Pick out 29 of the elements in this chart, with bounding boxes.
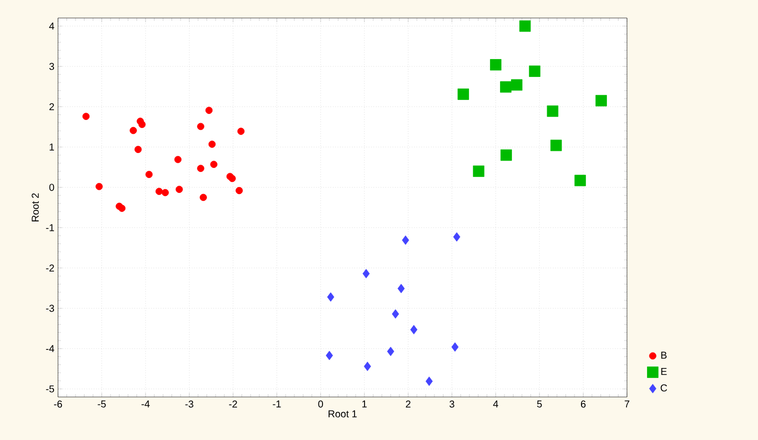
y-tick-label: 3 [49, 62, 54, 70]
x-tick-label: 7 [624, 400, 630, 408]
x-tick-label: 2 [406, 400, 410, 408]
x-tick-label: 3 [450, 400, 454, 408]
legend-label: B [661, 352, 667, 359]
y-tick-label: -5 [46, 385, 54, 392]
x-tick-label: -6 [54, 400, 62, 408]
x-tick-label: -4 [142, 400, 150, 408]
x-tick-label: -1 [272, 400, 281, 408]
y-tick-label: -3 [46, 304, 54, 312]
y-tick-label: 1 [50, 144, 54, 150]
x-tick-label: -3 [185, 400, 194, 408]
x-axis-title: Root 1 [328, 410, 357, 418]
x-tick-label: -5 [98, 400, 106, 408]
y-tick-label: 2 [49, 103, 54, 110]
y-axis-title: Root 2 [32, 193, 39, 222]
x-tick-label: 0 [318, 400, 324, 408]
x-tick-label: 4 [493, 400, 498, 408]
y-tick-label: -1 [46, 224, 54, 232]
legend-label: C [660, 384, 668, 392]
x-tick-label: -2 [229, 400, 238, 408]
y-tick-label: -2 [46, 264, 54, 272]
y-tick-label: 0 [49, 184, 54, 191]
x-tick-label: 6 [580, 400, 586, 408]
y-tick-label: 4 [49, 22, 54, 30]
y-tick-label: -4 [46, 345, 54, 352]
legend-label: E [661, 368, 667, 375]
x-tick-label: 1 [362, 400, 367, 408]
x-tick-label: 5 [537, 400, 542, 408]
